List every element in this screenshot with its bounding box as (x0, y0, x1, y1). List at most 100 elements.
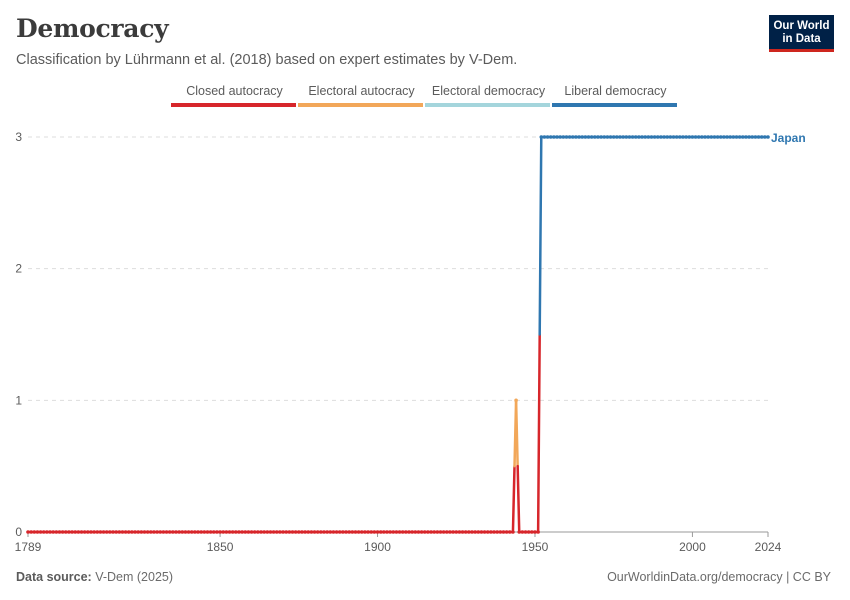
data-point (334, 530, 339, 534)
data-point (681, 135, 685, 139)
data-point (517, 530, 522, 534)
data-point (274, 530, 279, 534)
data-point (476, 530, 481, 534)
data-point (126, 530, 131, 534)
data-point (303, 530, 307, 534)
data-point (45, 530, 49, 534)
legend-swatch (552, 103, 677, 107)
y-tick-label: 2 (15, 262, 22, 276)
y-axis-ticks: 0 1 2 3 (15, 130, 22, 539)
data-point (526, 530, 531, 534)
data-point (164, 530, 169, 534)
data-point (624, 135, 629, 139)
data-point (709, 135, 714, 139)
data-point (70, 530, 74, 534)
data-point (485, 530, 490, 534)
series-lines (26, 135, 770, 534)
data-point (567, 135, 572, 139)
data-point (593, 135, 597, 139)
data-point (441, 530, 446, 534)
data-point (463, 530, 468, 534)
data-source-value[interactable]: V-Dem (2025) (95, 570, 174, 584)
data-point (152, 530, 156, 534)
data-point (230, 530, 235, 534)
data-point (523, 530, 528, 534)
data-point (325, 530, 329, 534)
data-point (57, 530, 62, 534)
data-point (92, 530, 96, 534)
data-point (167, 530, 172, 534)
data-point (51, 530, 55, 534)
data-point (89, 530, 93, 534)
data-point (98, 530, 103, 534)
x-tick-label: 2000 (679, 540, 706, 554)
data-point (637, 135, 641, 139)
data-point (95, 530, 100, 534)
data-point (265, 530, 270, 534)
data-point (297, 530, 301, 534)
data-point (262, 530, 266, 534)
data-point (319, 530, 323, 534)
data-point (602, 135, 607, 139)
data-point (763, 135, 767, 139)
data-point (322, 530, 326, 534)
data-point (646, 135, 651, 139)
data-point (747, 135, 751, 139)
data-point (369, 530, 374, 534)
data-point (48, 530, 52, 534)
data-point (473, 530, 477, 534)
legend-label: Electoral democracy (432, 84, 546, 98)
series-line-segment (511, 464, 516, 534)
data-point (120, 530, 125, 534)
data-point (234, 530, 238, 534)
x-axis: 1789 1850 1900 1950 2000 2024 (15, 532, 782, 554)
data-point (171, 530, 175, 534)
data-point (363, 530, 367, 534)
series-line-segment (538, 135, 543, 336)
data-point (750, 135, 755, 139)
data-point (211, 530, 216, 534)
data-point (684, 135, 688, 139)
data-point (344, 530, 348, 534)
data-point (32, 530, 37, 534)
data-point (489, 530, 493, 534)
data-point (712, 135, 717, 139)
data-point (640, 135, 644, 139)
data-point (630, 135, 635, 139)
data-point (382, 530, 386, 534)
data-point (410, 530, 414, 534)
data-point (693, 135, 698, 139)
owid-logo[interactable]: Our World in Data (769, 15, 834, 52)
data-point (536, 530, 540, 534)
data-point (63, 530, 68, 534)
series-line-segment (536, 333, 541, 534)
data-point (577, 135, 581, 139)
data-point (224, 530, 229, 534)
data-point (611, 135, 616, 139)
data-point (256, 530, 260, 534)
legend: Closed autocracy Electoral autocracy Elect… (171, 84, 677, 107)
data-point (199, 530, 203, 534)
data-point (259, 530, 263, 534)
data-point (312, 530, 317, 534)
data-point (511, 530, 515, 534)
data-point (240, 530, 244, 534)
data-point (715, 135, 720, 139)
data-point (353, 530, 358, 534)
data-point (394, 530, 399, 534)
data-point (215, 530, 219, 534)
data-point (130, 530, 134, 534)
data-point (404, 530, 408, 534)
attribution-link[interactable]: OurWorldinData.org/democracy | CC BY (607, 570, 831, 584)
data-point (375, 530, 380, 534)
data-point (227, 530, 232, 534)
data-point (448, 530, 452, 534)
data-point (193, 530, 197, 534)
data-point (696, 135, 701, 139)
series-label: Japan (771, 131, 806, 145)
chart-subtitle: Classification by Lührmann et al. (2018)… (16, 52, 518, 68)
data-point (221, 530, 226, 534)
data-point (731, 135, 736, 139)
data-point (759, 135, 764, 139)
data-point (347, 530, 351, 534)
